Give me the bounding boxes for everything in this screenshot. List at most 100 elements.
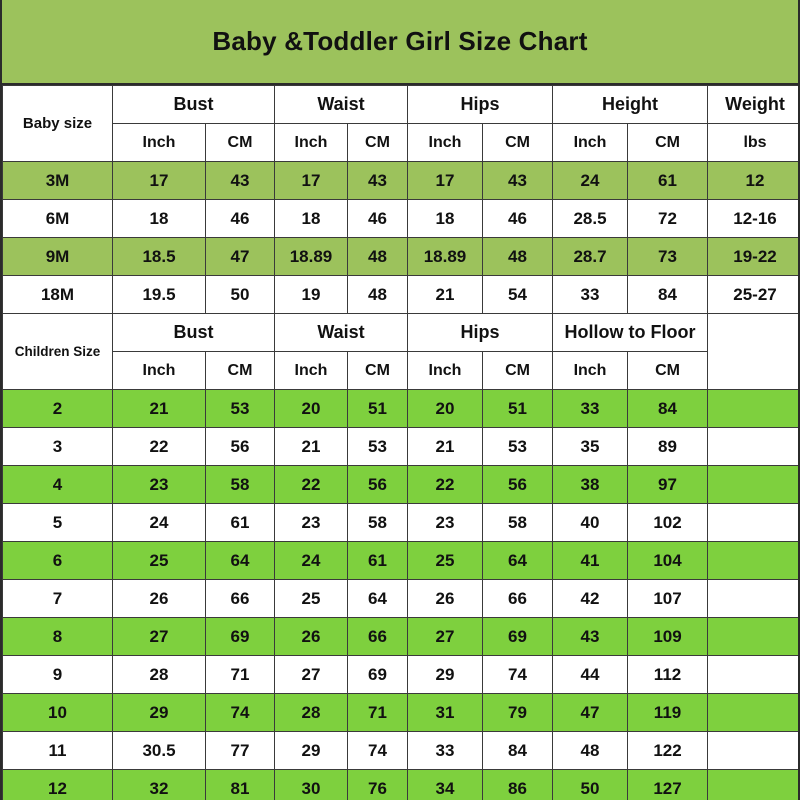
cell-hollow-cm: 102: [627, 503, 709, 542]
cell-hollow-cm: 97: [627, 465, 709, 504]
row-size-label: 3M: [2, 161, 113, 200]
cell-hips-cm: 43: [481, 161, 554, 200]
cell-hollow-cm: 107: [627, 579, 709, 618]
baby-size-corner-header: Baby size: [2, 85, 113, 162]
cell-hips-cm: 46: [481, 199, 554, 238]
cell-bust-inch: 28: [112, 655, 206, 694]
cell-bust-inch: 17: [112, 161, 206, 200]
children-unit-bust-inch: Inch: [112, 351, 206, 390]
table-row: 9M 18.5 47 18.89 48 18.89 48 28.7 73 19-…: [2, 237, 798, 276]
cell-waist-cm: 76: [347, 769, 408, 800]
cell-bust-inch: 27: [112, 617, 206, 656]
cell-hollow-inch: 47: [552, 693, 629, 732]
table-row: 12 32 81 30 76 34 86 50 127: [2, 769, 798, 800]
cell-bust-cm: 64: [205, 541, 275, 580]
cell-bust-inch: 24: [112, 503, 206, 542]
cell-bust-inch: 19.5: [112, 275, 206, 314]
children-unit-hollow-cm: CM: [627, 351, 709, 390]
row-size-label: 9M: [2, 237, 113, 276]
cell-hips-inch: 23: [407, 503, 483, 542]
cell-hips-cm: 64: [481, 541, 554, 580]
table-row: 3M 17 43 17 43 17 43 24 61 12: [2, 161, 798, 200]
baby-unit-header-row: Inch CM Inch CM Inch CM Inch CM lbs: [3, 123, 798, 162]
cell-blank: [707, 465, 798, 504]
cell-bust-cm: 43: [205, 161, 275, 200]
cell-hips-cm: 48: [481, 237, 554, 276]
table-row: 7 26 66 25 64 26 66 42 107: [2, 579, 798, 618]
row-size-label: 10: [2, 693, 113, 732]
cell-bust-cm: 47: [205, 237, 275, 276]
cell-hips-inch: 31: [407, 693, 483, 732]
cell-waist-inch: 25: [274, 579, 348, 618]
cell-waist-inch: 27: [274, 655, 348, 694]
baby-unit-weight-lbs: lbs: [707, 123, 798, 162]
cell-hips-cm: 74: [481, 655, 554, 694]
cell-hips-inch: 33: [407, 731, 483, 770]
row-size-label: 8: [2, 617, 113, 656]
row-size-label: 11: [2, 731, 113, 770]
cell-bust-cm: 66: [205, 579, 275, 618]
cell-waist-cm: 48: [347, 275, 408, 314]
cell-hips-cm: 54: [481, 275, 554, 314]
cell-hips-cm: 58: [481, 503, 554, 542]
cell-waist-cm: 61: [347, 541, 408, 580]
table-row: 6 25 64 24 61 25 64 41 104: [2, 541, 798, 580]
cell-hollow-inch: 43: [552, 617, 629, 656]
baby-group-weight: Weight: [707, 85, 798, 124]
cell-hips-inch: 21: [407, 275, 483, 314]
cell-height-inch: 28.5: [552, 199, 629, 238]
cell-waist-cm: 66: [347, 617, 408, 656]
cell-bust-cm: 74: [205, 693, 275, 732]
baby-unit-bust-inch: Inch: [112, 123, 206, 162]
cell-hips-inch: 18.89: [407, 237, 483, 276]
cell-waist-cm: 51: [347, 389, 408, 428]
table-row: 9 28 71 27 69 29 74 44 112: [2, 655, 798, 694]
table-body: Baby size Bust Waist Hips Height Weight …: [2, 85, 798, 800]
cell-waist-cm: 71: [347, 693, 408, 732]
cell-waist-inch: 18: [274, 199, 348, 238]
cell-hips-cm: 66: [481, 579, 554, 618]
cell-hips-inch: 21: [407, 427, 483, 466]
page-title: Baby &Toddler Girl Size Chart: [212, 26, 588, 56]
cell-waist-cm: 58: [347, 503, 408, 542]
cell-bust-cm: 81: [205, 769, 275, 800]
cell-bust-cm: 56: [205, 427, 275, 466]
table-row: 18M 19.5 50 19 48 21 54 33 84 25-27: [2, 275, 798, 314]
cell-waist-inch: 28: [274, 693, 348, 732]
cell-height-cm: 84: [627, 275, 709, 314]
cell-bust-inch: 29: [112, 693, 206, 732]
baby-group-waist: Waist: [274, 85, 408, 124]
cell-hips-cm: 79: [481, 693, 554, 732]
cell-hips-inch: 25: [407, 541, 483, 580]
children-unit-hips-inch: Inch: [407, 351, 483, 390]
cell-bust-inch: 23: [112, 465, 206, 504]
cell-waist-inch: 23: [274, 503, 348, 542]
cell-bust-inch: 18.5: [112, 237, 206, 276]
cell-blank: [707, 655, 798, 694]
table-row: 8 27 69 26 66 27 69 43 109: [2, 617, 798, 656]
children-unit-bust-cm: CM: [205, 351, 275, 390]
children-unit-waist-cm: CM: [347, 351, 408, 390]
cell-waist-inch: 24: [274, 541, 348, 580]
cell-hollow-cm: 104: [627, 541, 709, 580]
cell-hips-cm: 84: [481, 731, 554, 770]
cell-blank: [707, 693, 798, 732]
cell-bust-cm: 58: [205, 465, 275, 504]
cell-waist-inch: 29: [274, 731, 348, 770]
baby-unit-hips-inch: Inch: [407, 123, 483, 162]
baby-unit-height-cm: CM: [627, 123, 709, 162]
cell-height-inch: 24: [552, 161, 629, 200]
table-row: 4 23 58 22 56 22 56 38 97: [2, 465, 798, 504]
cell-blank: [707, 579, 798, 618]
cell-hollow-inch: 38: [552, 465, 629, 504]
cell-hollow-cm: 122: [627, 731, 709, 770]
cell-hips-inch: 26: [407, 579, 483, 618]
row-size-label: 3: [2, 427, 113, 466]
cell-bust-cm: 71: [205, 655, 275, 694]
cell-hips-inch: 27: [407, 617, 483, 656]
row-size-label: 18M: [2, 275, 113, 314]
baby-unit-bust-cm: CM: [205, 123, 275, 162]
cell-hips-inch: 22: [407, 465, 483, 504]
baby-group-height: Height: [552, 85, 709, 124]
table-row: 10 29 74 28 71 31 79 47 119: [2, 693, 798, 732]
